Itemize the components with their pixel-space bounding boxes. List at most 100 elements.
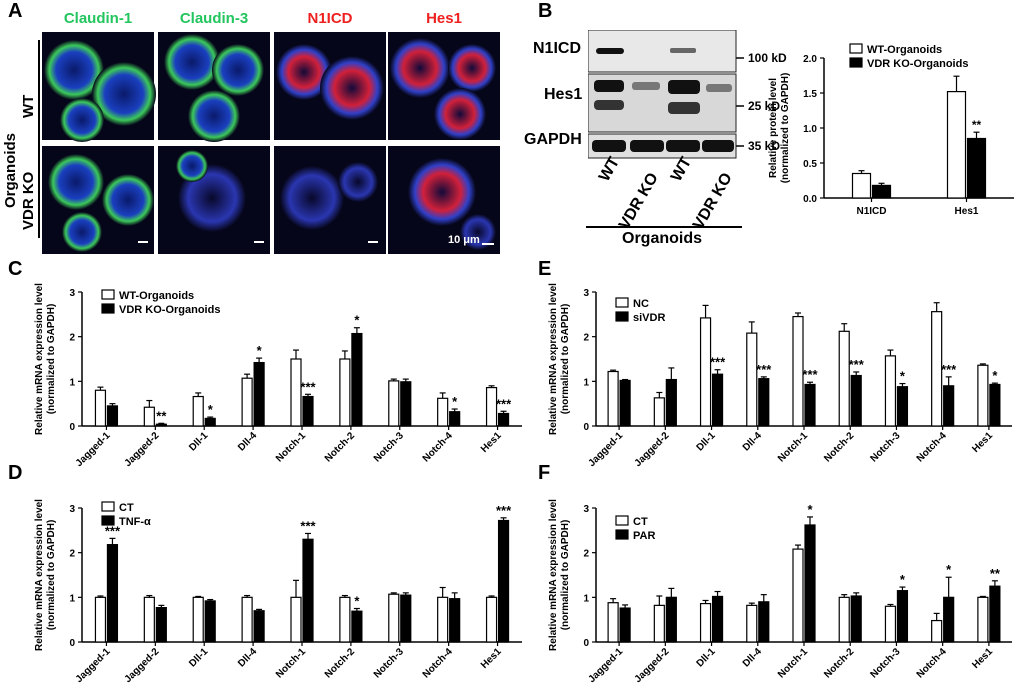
bar-control	[290, 596, 302, 643]
y-tick-label: 2	[583, 549, 589, 560]
x-tick-label: Notch-1	[274, 646, 308, 680]
x-tick-label: Dll-1	[695, 646, 718, 669]
panel-label-c: C	[8, 258, 23, 280]
lane-label-2: VDR KO	[616, 170, 662, 233]
x-tick-label: Dll-1	[695, 430, 718, 453]
panel-label-f: F	[538, 462, 551, 484]
y-tick-label: 0	[69, 422, 75, 433]
x-tick-label: Dll-1	[187, 646, 210, 669]
bar-control	[931, 619, 943, 643]
size-marker-100kd: 100 kD	[748, 51, 787, 65]
micro-ko-n1icd	[274, 146, 386, 254]
x-tick-label: Notch-2	[323, 430, 357, 464]
stain-label-n1icd: N1ICD	[307, 10, 353, 27]
y-axis-label: Relative mRNA expression level	[34, 283, 45, 435]
significance-label: *	[354, 313, 360, 328]
bar-control	[792, 548, 804, 643]
row-label-wt: WT	[20, 94, 37, 118]
panel-label-d: D	[8, 462, 23, 484]
x-tick-label: Notch-4	[915, 430, 949, 464]
bar-treatment	[497, 412, 510, 427]
x-tick-label: Hes1	[970, 646, 995, 671]
significance-label: ***	[756, 362, 772, 377]
bar-treatment	[253, 361, 265, 427]
bar-control	[241, 377, 253, 427]
bar-treatment	[106, 405, 119, 427]
x-tick-label: Dll-1	[187, 430, 210, 453]
bar-treatment	[302, 538, 314, 643]
panel-label-a: A	[8, 0, 23, 22]
significance-label: ***	[300, 518, 316, 533]
x-tick-label: Notch-1	[776, 430, 810, 464]
y-tick-label: 0.5	[803, 159, 817, 170]
bar-control	[607, 370, 619, 427]
bar-treatment	[351, 610, 363, 643]
x-tick-label: N1ICD	[856, 206, 886, 217]
significance-label: *	[900, 369, 906, 384]
bar-control	[838, 330, 850, 427]
x-tick-label: Notch-1	[776, 646, 810, 680]
significance-label: *	[354, 594, 360, 609]
bar-treatment	[711, 595, 724, 643]
size-marker-35kd: 35 kD	[748, 139, 781, 153]
bar-treatment	[155, 423, 167, 427]
bar-control	[485, 596, 498, 643]
bar-control	[653, 397, 665, 427]
y-tick-label: 3	[69, 504, 75, 515]
micro-wt-claudin1	[42, 32, 156, 142]
bar-control	[977, 364, 989, 427]
bar-treatment	[302, 395, 314, 427]
significance-label: *	[946, 562, 952, 577]
x-tick-label: Jagged-2	[633, 646, 672, 685]
y-tick-label: 1	[69, 593, 75, 604]
x-tick-label: Jagged-1	[74, 430, 113, 469]
x-tick-label: Dll-4	[741, 430, 764, 453]
significance-label: *	[452, 394, 458, 409]
legend-label: siVDR	[633, 312, 665, 324]
significance-label: **	[156, 408, 167, 423]
y-axis-label: Relative protein level	[768, 78, 779, 178]
x-tick-label: Notch-3	[868, 646, 902, 680]
bar-control	[838, 596, 850, 643]
legend-swatch	[615, 515, 629, 526]
bar-treatment	[155, 607, 167, 643]
panel-label-b: B	[538, 0, 553, 22]
micro-wt-hes1	[388, 32, 500, 140]
x-tick-label: Hes1	[479, 430, 504, 455]
legend-swatch	[101, 289, 115, 300]
bar-treatment	[896, 386, 909, 427]
bar-control	[388, 380, 400, 427]
bar-control	[607, 602, 619, 643]
chart-d: 0 1 2 3 Relative mRNA expression level (norma…	[34, 499, 522, 685]
micro-ko-claudin3	[158, 146, 270, 254]
blot-group-label: Organoids	[622, 230, 703, 247]
x-tick-label: Notch-3	[372, 430, 406, 464]
y-axis-label: Relative mRNA expression level	[34, 499, 45, 651]
significance-label: **	[972, 118, 982, 132]
x-tick-label: Notch-4	[915, 646, 949, 680]
chart-e: 0 1 2 3 Relative mRNA expression level (norma…	[548, 283, 1012, 469]
x-tick-label: Notch-3	[868, 430, 902, 464]
y-tick-label: 2	[69, 549, 75, 560]
y-tick-label: 3	[583, 504, 589, 515]
significance-label: ***	[496, 396, 512, 411]
bar-control	[192, 596, 204, 643]
y-axis-label: (normalized to GAPDH)	[780, 73, 791, 184]
y-axis-label: (normalized to GAPDH)	[560, 304, 571, 415]
bar-control	[94, 389, 107, 427]
bar-treatment	[850, 374, 862, 427]
micro-wt-n1icd	[274, 32, 386, 140]
bar-treatment	[619, 379, 631, 427]
x-tick-label: Notch-4	[421, 430, 455, 464]
x-tick-label: Hes1	[955, 206, 979, 217]
bar-treatment	[850, 595, 862, 643]
legend-swatch	[101, 501, 115, 512]
legend-swatch	[849, 57, 863, 68]
chart-c: 0 1 2 3 Relative mRNA expression level (norma…	[34, 283, 522, 469]
legend-label: CT	[633, 516, 648, 528]
micro-ko-claudin1	[42, 146, 154, 254]
x-tick-label: Notch-4	[421, 646, 455, 680]
bar-control	[746, 332, 758, 427]
bar-control	[977, 596, 989, 643]
bar-treatment	[871, 184, 892, 199]
